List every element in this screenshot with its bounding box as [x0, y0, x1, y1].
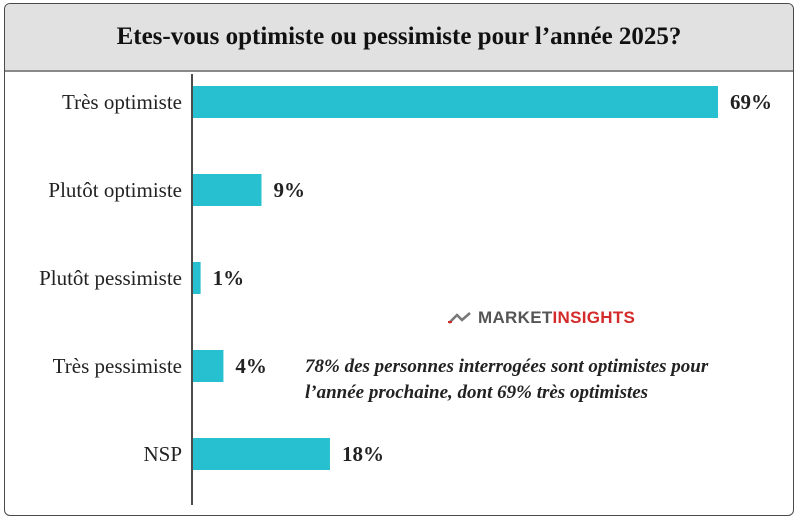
chart-frame: Etes-vous optimiste ou pessimiste pour l… — [4, 3, 794, 516]
annotation-line-1: 78% des personnes interrogées sont optim… — [305, 356, 709, 377]
value-label: 18% — [342, 442, 384, 466]
title-bar: Etes-vous optimiste ou pessimiste pour l… — [5, 4, 793, 72]
value-label: 69% — [730, 90, 772, 114]
category-label: Plutôt pessimiste — [39, 266, 182, 290]
value-label: 9% — [273, 178, 305, 202]
annotation-line-2: l’année prochaine, dont 69% très optimis… — [305, 382, 649, 403]
bar — [193, 86, 718, 118]
bar — [193, 438, 330, 470]
category-label: Très pessimiste — [53, 354, 182, 378]
category-label: Très optimiste — [62, 90, 182, 114]
chart-trend-icon — [448, 312, 471, 324]
category-label: NSP — [143, 442, 182, 466]
logo-market: MARKET — [478, 308, 553, 327]
chart-title: Etes-vous optimiste ou pessimiste pour l… — [116, 23, 682, 50]
category-label: Plutôt optimiste — [48, 178, 182, 202]
value-label: 4% — [235, 354, 267, 378]
bar — [193, 350, 224, 382]
market-insights-logo: MARKET INSIGHTS — [448, 308, 635, 328]
annotation-text: 78% des personnes interrogées sont optim… — [305, 354, 775, 406]
logo-insights: INSIGHTS — [552, 308, 636, 327]
value-label: 1% — [213, 266, 245, 290]
bar — [193, 174, 262, 206]
bar — [193, 262, 201, 294]
